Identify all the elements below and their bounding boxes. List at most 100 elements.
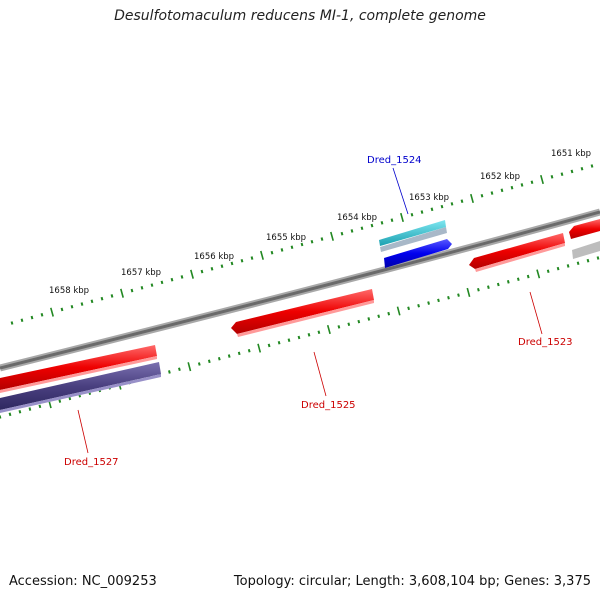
minor-tick — [38, 404, 42, 409]
minor-tick — [570, 169, 574, 174]
minor-tick — [100, 296, 104, 301]
minor-tick — [297, 335, 301, 340]
minor-tick — [130, 288, 134, 293]
minor-tick — [556, 266, 560, 271]
minor-tick — [178, 367, 181, 372]
major-tick — [257, 343, 262, 353]
minor-tick — [247, 348, 251, 353]
minor-tick — [420, 210, 424, 214]
kbp-label-1655: 1655 kbp — [266, 233, 306, 243]
minor-tick — [457, 293, 460, 297]
minor-tick — [70, 304, 74, 309]
minor-tick — [437, 298, 440, 303]
minor-tick — [240, 258, 244, 263]
gene-dred-1524[interactable] — [384, 239, 452, 268]
major-tick — [187, 362, 192, 372]
major-tick — [50, 307, 54, 317]
minor-tick — [270, 250, 274, 255]
minor-tick — [287, 338, 291, 342]
gene-dred-1524-rna[interactable] — [379, 220, 447, 252]
gene-label-dred-1527[interactable]: Dred_1527 — [64, 457, 119, 468]
minor-tick — [267, 343, 271, 348]
minor-tick — [526, 274, 530, 279]
minor-tick — [390, 218, 394, 222]
kbp-labels: 1651 kbp 1652 kbp 1653 kbp 1654 kbp 1655… — [49, 149, 591, 296]
minor-tick — [596, 256, 600, 260]
inner-tick-track — [0, 256, 600, 419]
gene-partial-right-red[interactable] — [569, 219, 600, 239]
gene-label-group-1527: Dred_1527 — [64, 409, 119, 468]
gene-complement[interactable] — [0, 362, 161, 413]
major-tick — [260, 250, 264, 260]
kbp-label-1652: 1652 kbp — [480, 172, 520, 182]
minor-tick — [200, 269, 204, 274]
minor-tick — [487, 285, 490, 289]
gene-label-dred-1525[interactable]: Dred_1525 — [301, 400, 356, 411]
major-tick — [536, 269, 541, 279]
minor-tick — [217, 356, 221, 361]
minor-tick — [440, 204, 444, 209]
minor-tick — [367, 317, 371, 321]
minor-tick — [58, 399, 62, 403]
minor-tick — [10, 321, 14, 325]
minor-tick — [496, 282, 500, 287]
minor-tick — [590, 164, 594, 168]
gene-label-dred-1524[interactable]: Dred_1524 — [367, 155, 422, 166]
minor-tick — [586, 258, 590, 263]
major-tick — [466, 287, 471, 298]
minor-tick — [210, 267, 214, 271]
minor-tick — [520, 183, 524, 187]
minor-tick — [237, 351, 241, 356]
minor-tick — [250, 256, 254, 260]
minor-tick — [357, 319, 361, 324]
minor-tick — [160, 280, 164, 285]
minor-tick — [560, 172, 564, 176]
minor-tick — [417, 303, 420, 308]
minor-tick — [410, 212, 414, 217]
kbp-label-1654: 1654 kbp — [337, 213, 377, 223]
minor-tick — [8, 412, 12, 417]
minor-tick — [317, 330, 321, 334]
minor-tick — [460, 199, 464, 203]
minor-tick — [566, 264, 570, 268]
major-tick — [470, 193, 474, 204]
gene-dred-1523[interactable] — [469, 233, 565, 272]
minor-tick — [576, 261, 580, 266]
gene-dred-1527[interactable] — [0, 345, 157, 393]
minor-tick — [280, 248, 284, 252]
minor-tick — [340, 231, 344, 236]
gene-dred-1525[interactable] — [231, 289, 374, 337]
major-tick — [396, 306, 401, 316]
kbp-label-1656: 1656 kbp — [194, 252, 234, 262]
minor-tick — [60, 307, 64, 312]
minor-tick — [277, 341, 281, 345]
minor-tick — [337, 325, 341, 329]
minor-tick — [506, 280, 510, 284]
major-tick — [190, 269, 194, 279]
minor-tick — [450, 202, 454, 206]
major-tick — [326, 324, 331, 335]
minor-tick — [430, 207, 434, 212]
gene-label-group-1523: Dred_1523 — [518, 291, 573, 348]
gene-label-group-1524: Dred_1524 — [367, 155, 422, 215]
minor-tick — [500, 188, 504, 193]
kbp-label-1651: 1651 kbp — [551, 149, 591, 159]
genome-summary-text: Topology: circular; Length: 3,608,104 bp… — [233, 574, 591, 589]
minor-tick — [477, 288, 480, 292]
major-tick — [120, 288, 124, 298]
gene-label-dred-1523[interactable]: Dred_1523 — [518, 337, 573, 348]
minor-tick — [290, 245, 294, 250]
minor-tick — [170, 277, 174, 282]
accession-text: Accession: NC_009253 — [9, 574, 157, 589]
minor-tick — [207, 359, 211, 364]
minor-tick — [546, 269, 550, 274]
minor-tick — [110, 294, 114, 298]
minor-tick — [480, 193, 484, 198]
minor-tick — [377, 314, 381, 319]
minor-tick — [387, 311, 391, 316]
minor-tick — [490, 191, 494, 195]
minor-tick — [320, 237, 324, 241]
minor-tick — [307, 333, 311, 337]
minor-tick — [230, 261, 234, 266]
